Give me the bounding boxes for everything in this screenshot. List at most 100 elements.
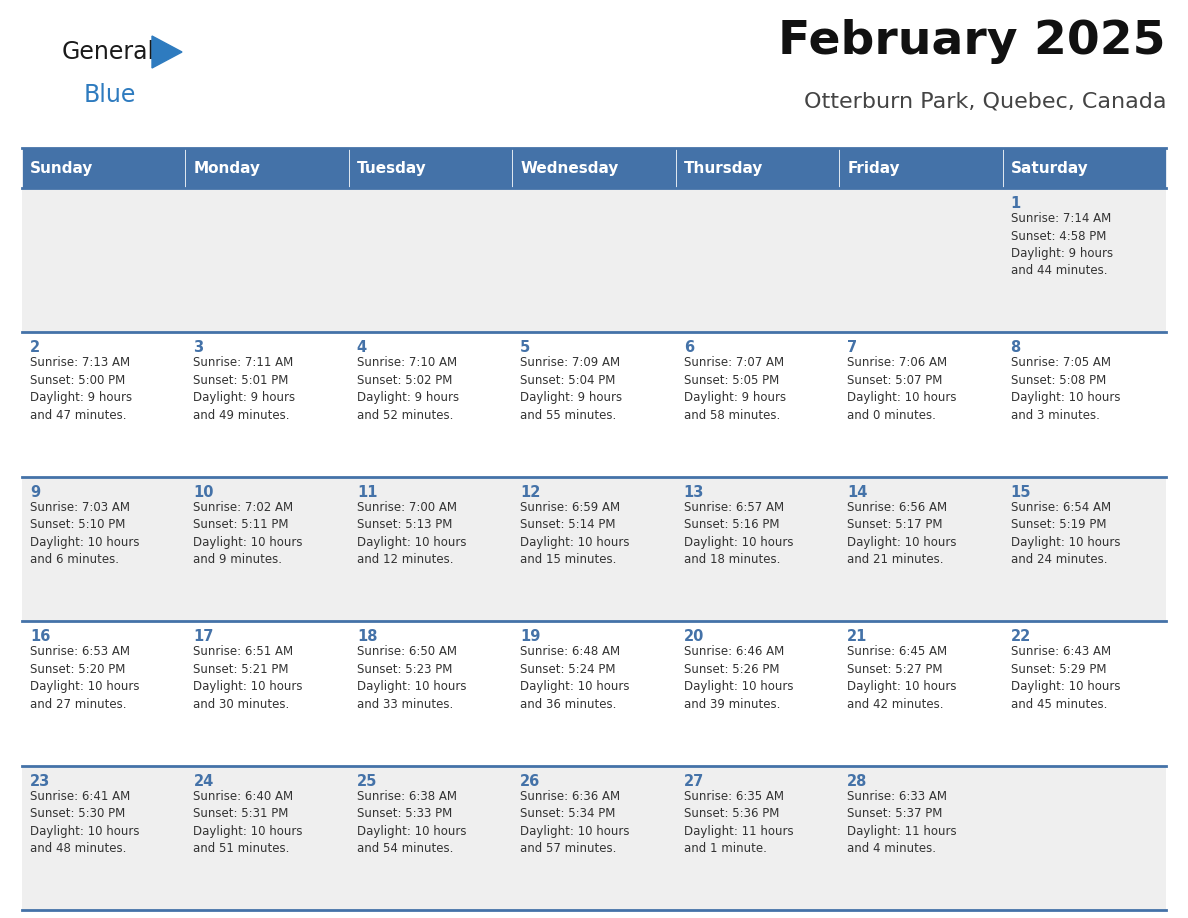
Text: 17: 17 bbox=[194, 629, 214, 644]
Bar bbox=[839, 332, 1003, 476]
Text: Sunrise: 7:14 AM
Sunset: 4:58 PM
Daylight: 9 hours
and 44 minutes.: Sunrise: 7:14 AM Sunset: 4:58 PM Dayligh… bbox=[1011, 212, 1113, 277]
Text: 26: 26 bbox=[520, 774, 541, 789]
Bar bbox=[1003, 766, 1165, 910]
Text: 23: 23 bbox=[30, 774, 50, 789]
Bar bbox=[512, 476, 676, 621]
Text: 8: 8 bbox=[1011, 341, 1020, 355]
Text: 4: 4 bbox=[356, 341, 367, 355]
Text: 5: 5 bbox=[520, 341, 531, 355]
Text: Sunrise: 6:57 AM
Sunset: 5:16 PM
Daylight: 10 hours
and 18 minutes.: Sunrise: 6:57 AM Sunset: 5:16 PM Dayligh… bbox=[684, 501, 794, 566]
Text: 1: 1 bbox=[1011, 196, 1020, 211]
Text: Sunrise: 6:56 AM
Sunset: 5:17 PM
Daylight: 10 hours
and 21 minutes.: Sunrise: 6:56 AM Sunset: 5:17 PM Dayligh… bbox=[847, 501, 956, 566]
Text: 28: 28 bbox=[847, 774, 867, 789]
Bar bbox=[23, 476, 185, 621]
Text: 14: 14 bbox=[847, 485, 867, 499]
Bar bbox=[839, 476, 1003, 621]
Text: Sunrise: 7:13 AM
Sunset: 5:00 PM
Daylight: 9 hours
and 47 minutes.: Sunrise: 7:13 AM Sunset: 5:00 PM Dayligh… bbox=[30, 356, 132, 422]
Text: 16: 16 bbox=[30, 629, 50, 644]
Text: Sunrise: 6:50 AM
Sunset: 5:23 PM
Daylight: 10 hours
and 33 minutes.: Sunrise: 6:50 AM Sunset: 5:23 PM Dayligh… bbox=[356, 645, 467, 711]
Text: Sunrise: 7:07 AM
Sunset: 5:05 PM
Daylight: 9 hours
and 58 minutes.: Sunrise: 7:07 AM Sunset: 5:05 PM Dayligh… bbox=[684, 356, 785, 422]
Text: Sunrise: 6:40 AM
Sunset: 5:31 PM
Daylight: 10 hours
and 51 minutes.: Sunrise: 6:40 AM Sunset: 5:31 PM Dayligh… bbox=[194, 789, 303, 855]
Bar bbox=[23, 766, 185, 910]
Text: Wednesday: Wednesday bbox=[520, 161, 619, 175]
Bar bbox=[676, 188, 839, 332]
Bar bbox=[839, 621, 1003, 766]
Text: Thursday: Thursday bbox=[684, 161, 763, 175]
Text: Sunrise: 6:48 AM
Sunset: 5:24 PM
Daylight: 10 hours
and 36 minutes.: Sunrise: 6:48 AM Sunset: 5:24 PM Dayligh… bbox=[520, 645, 630, 711]
Text: 2: 2 bbox=[30, 341, 40, 355]
Text: Sunrise: 6:51 AM
Sunset: 5:21 PM
Daylight: 10 hours
and 30 minutes.: Sunrise: 6:51 AM Sunset: 5:21 PM Dayligh… bbox=[194, 645, 303, 711]
Bar bbox=[839, 188, 1003, 332]
Bar bbox=[185, 332, 349, 476]
Text: 6: 6 bbox=[684, 341, 694, 355]
Bar bbox=[839, 148, 1003, 188]
Text: Sunrise: 6:38 AM
Sunset: 5:33 PM
Daylight: 10 hours
and 54 minutes.: Sunrise: 6:38 AM Sunset: 5:33 PM Dayligh… bbox=[356, 789, 467, 855]
Text: Sunrise: 7:02 AM
Sunset: 5:11 PM
Daylight: 10 hours
and 9 minutes.: Sunrise: 7:02 AM Sunset: 5:11 PM Dayligh… bbox=[194, 501, 303, 566]
Text: Sunrise: 6:33 AM
Sunset: 5:37 PM
Daylight: 11 hours
and 4 minutes.: Sunrise: 6:33 AM Sunset: 5:37 PM Dayligh… bbox=[847, 789, 956, 855]
Text: Sunrise: 6:59 AM
Sunset: 5:14 PM
Daylight: 10 hours
and 15 minutes.: Sunrise: 6:59 AM Sunset: 5:14 PM Dayligh… bbox=[520, 501, 630, 566]
Bar bbox=[349, 621, 512, 766]
Text: 25: 25 bbox=[356, 774, 378, 789]
Bar bbox=[23, 621, 185, 766]
Text: Saturday: Saturday bbox=[1011, 161, 1088, 175]
Text: 15: 15 bbox=[1011, 485, 1031, 499]
Text: 10: 10 bbox=[194, 485, 214, 499]
Text: 11: 11 bbox=[356, 485, 378, 499]
Bar bbox=[512, 148, 676, 188]
Text: 21: 21 bbox=[847, 629, 867, 644]
Bar bbox=[512, 332, 676, 476]
Text: Sunrise: 6:36 AM
Sunset: 5:34 PM
Daylight: 10 hours
and 57 minutes.: Sunrise: 6:36 AM Sunset: 5:34 PM Dayligh… bbox=[520, 789, 630, 855]
Bar bbox=[349, 766, 512, 910]
Text: Sunrise: 6:54 AM
Sunset: 5:19 PM
Daylight: 10 hours
and 24 minutes.: Sunrise: 6:54 AM Sunset: 5:19 PM Dayligh… bbox=[1011, 501, 1120, 566]
Text: 20: 20 bbox=[684, 629, 704, 644]
Bar bbox=[1003, 476, 1165, 621]
Bar bbox=[185, 766, 349, 910]
Text: Sunrise: 7:11 AM
Sunset: 5:01 PM
Daylight: 9 hours
and 49 minutes.: Sunrise: 7:11 AM Sunset: 5:01 PM Dayligh… bbox=[194, 356, 296, 422]
Bar bbox=[512, 188, 676, 332]
Bar bbox=[676, 621, 839, 766]
Text: Sunrise: 6:45 AM
Sunset: 5:27 PM
Daylight: 10 hours
and 42 minutes.: Sunrise: 6:45 AM Sunset: 5:27 PM Dayligh… bbox=[847, 645, 956, 711]
Text: 19: 19 bbox=[520, 629, 541, 644]
Bar bbox=[676, 148, 839, 188]
Bar bbox=[185, 476, 349, 621]
Text: Sunrise: 6:53 AM
Sunset: 5:20 PM
Daylight: 10 hours
and 27 minutes.: Sunrise: 6:53 AM Sunset: 5:20 PM Dayligh… bbox=[30, 645, 139, 711]
Text: Sunrise: 7:06 AM
Sunset: 5:07 PM
Daylight: 10 hours
and 0 minutes.: Sunrise: 7:06 AM Sunset: 5:07 PM Dayligh… bbox=[847, 356, 956, 422]
Text: Sunrise: 6:46 AM
Sunset: 5:26 PM
Daylight: 10 hours
and 39 minutes.: Sunrise: 6:46 AM Sunset: 5:26 PM Dayligh… bbox=[684, 645, 794, 711]
Text: 13: 13 bbox=[684, 485, 704, 499]
Bar bbox=[349, 148, 512, 188]
Text: Monday: Monday bbox=[194, 161, 260, 175]
Bar bbox=[512, 766, 676, 910]
Bar bbox=[1003, 621, 1165, 766]
Text: 22: 22 bbox=[1011, 629, 1031, 644]
Text: 3: 3 bbox=[194, 341, 203, 355]
Text: Sunrise: 7:05 AM
Sunset: 5:08 PM
Daylight: 10 hours
and 3 minutes.: Sunrise: 7:05 AM Sunset: 5:08 PM Dayligh… bbox=[1011, 356, 1120, 422]
Bar bbox=[185, 188, 349, 332]
Text: 24: 24 bbox=[194, 774, 214, 789]
Bar bbox=[23, 188, 185, 332]
Text: Sunrise: 7:03 AM
Sunset: 5:10 PM
Daylight: 10 hours
and 6 minutes.: Sunrise: 7:03 AM Sunset: 5:10 PM Dayligh… bbox=[30, 501, 139, 566]
Bar bbox=[676, 476, 839, 621]
Text: Otterburn Park, Quebec, Canada: Otterburn Park, Quebec, Canada bbox=[803, 92, 1165, 112]
Text: General: General bbox=[62, 40, 156, 64]
Bar bbox=[512, 621, 676, 766]
Text: 9: 9 bbox=[30, 485, 40, 499]
Text: Sunday: Sunday bbox=[30, 161, 94, 175]
Bar bbox=[349, 188, 512, 332]
Text: February 2025: February 2025 bbox=[778, 19, 1165, 64]
Text: Sunrise: 7:00 AM
Sunset: 5:13 PM
Daylight: 10 hours
and 12 minutes.: Sunrise: 7:00 AM Sunset: 5:13 PM Dayligh… bbox=[356, 501, 467, 566]
Text: 7: 7 bbox=[847, 341, 858, 355]
Bar bbox=[676, 332, 839, 476]
Text: Blue: Blue bbox=[84, 83, 137, 107]
Bar bbox=[185, 148, 349, 188]
Bar bbox=[349, 476, 512, 621]
Bar bbox=[185, 621, 349, 766]
Text: 12: 12 bbox=[520, 485, 541, 499]
Bar bbox=[1003, 148, 1165, 188]
Text: 27: 27 bbox=[684, 774, 704, 789]
Bar bbox=[1003, 188, 1165, 332]
Bar bbox=[23, 148, 185, 188]
Text: Sunrise: 7:09 AM
Sunset: 5:04 PM
Daylight: 9 hours
and 55 minutes.: Sunrise: 7:09 AM Sunset: 5:04 PM Dayligh… bbox=[520, 356, 623, 422]
Text: Sunrise: 6:41 AM
Sunset: 5:30 PM
Daylight: 10 hours
and 48 minutes.: Sunrise: 6:41 AM Sunset: 5:30 PM Dayligh… bbox=[30, 789, 139, 855]
Bar bbox=[839, 766, 1003, 910]
Text: Sunrise: 7:10 AM
Sunset: 5:02 PM
Daylight: 9 hours
and 52 minutes.: Sunrise: 7:10 AM Sunset: 5:02 PM Dayligh… bbox=[356, 356, 459, 422]
